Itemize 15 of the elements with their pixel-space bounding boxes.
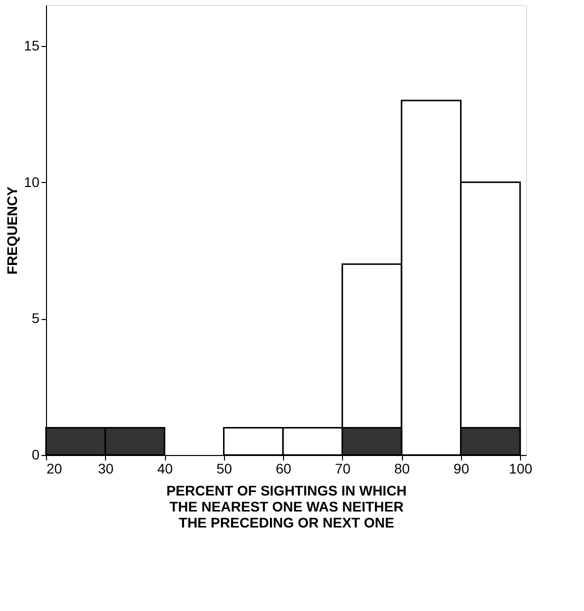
- x-tick-label: 40: [157, 460, 174, 476]
- x-tick-label: 60: [276, 460, 292, 476]
- x-tick-label: 30: [98, 460, 114, 476]
- y-tick-label: 5: [32, 310, 40, 326]
- x-axis-title: PERCENT OF SIGHTINGS IN WHICH THE NEAREST ONE WAS NEITHER THE PRECEDING OR NEXT ONE: [166, 482, 407, 530]
- y-tick-label: 15: [24, 37, 40, 54]
- y-axis-title: FREQUENCY: [4, 186, 20, 274]
- x-tick-label: 50: [216, 460, 232, 476]
- x-tick-label: 80: [394, 460, 410, 476]
- y-tick-label: 0: [32, 446, 40, 462]
- y-tick-label: 10: [24, 174, 40, 190]
- x-tick-label: 20: [46, 460, 62, 476]
- x-tick-label: 90: [454, 460, 470, 476]
- x-tick-label: 100: [508, 460, 532, 476]
- x-tick-label: 70: [335, 460, 351, 476]
